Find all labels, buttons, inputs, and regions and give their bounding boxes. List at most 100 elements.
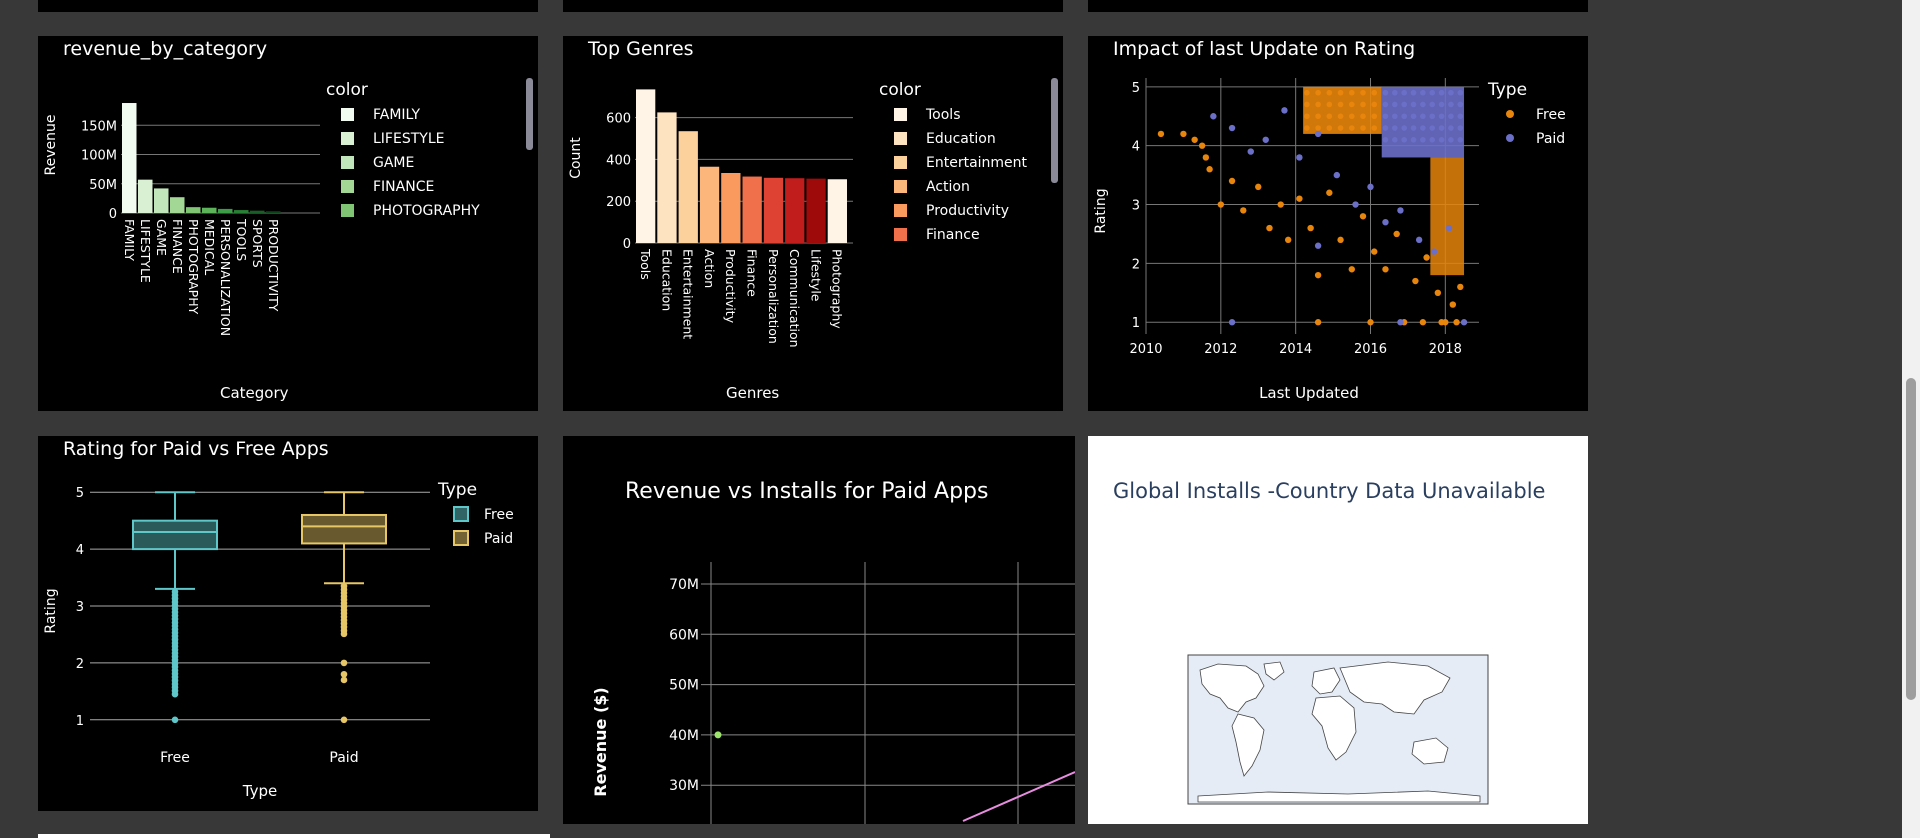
scatter-point[interactable]	[1228, 177, 1236, 185]
legend-item[interactable]: FINANCE	[373, 179, 434, 195]
legend-marker[interactable]	[1506, 134, 1514, 142]
scatter-point[interactable]	[1397, 207, 1404, 214]
scatter-point[interactable]	[1247, 148, 1254, 155]
scatter-point[interactable]	[1326, 189, 1333, 196]
scatter-point[interactable]	[1210, 113, 1217, 120]
scatter-point[interactable]	[1333, 171, 1341, 179]
scatter-point[interactable]	[1457, 283, 1464, 291]
scatter-point[interactable]	[1445, 224, 1453, 232]
scatter-point[interactable]	[1157, 130, 1165, 138]
scatter-point[interactable]	[1423, 254, 1430, 261]
scatter-point[interactable]	[1348, 266, 1355, 273]
scatter-point[interactable]	[1367, 183, 1374, 191]
scatter-point[interactable]	[1307, 224, 1314, 232]
scatter-point[interactable]	[1314, 271, 1322, 279]
bar[interactable]	[234, 210, 249, 213]
bar[interactable]	[154, 188, 169, 213]
scatter-point[interactable]	[1284, 236, 1292, 244]
scatter-point[interactable]	[714, 731, 722, 739]
legend-swatch[interactable]	[894, 156, 907, 169]
scatter-point[interactable]	[1382, 218, 1389, 226]
bar[interactable]	[250, 210, 265, 213]
bar[interactable]	[218, 208, 233, 213]
scatter-point[interactable]	[1255, 183, 1262, 191]
scatter-point[interactable]	[1281, 107, 1288, 114]
scatter-point[interactable]	[1419, 319, 1427, 326]
scatter-point[interactable]	[1453, 319, 1460, 326]
legend-swatch[interactable]	[453, 506, 469, 522]
page-scrollbar-thumb[interactable]	[1906, 378, 1916, 700]
legend-swatch[interactable]	[341, 180, 354, 193]
bar[interactable]	[636, 89, 656, 244]
scatter-point[interactable]	[1393, 230, 1400, 238]
scatter-point[interactable]	[1202, 154, 1210, 161]
scatter-point[interactable]	[1180, 130, 1187, 138]
legend-item[interactable]: Productivity	[926, 203, 1009, 219]
bar[interactable]	[678, 131, 698, 243]
legend-swatch[interactable]	[894, 132, 907, 145]
legend-item[interactable]: GAME	[373, 155, 414, 171]
scatter-point[interactable]	[1191, 136, 1198, 143]
scatter-point[interactable]	[1314, 130, 1322, 138]
bar[interactable]	[202, 207, 217, 213]
scatter-point[interactable]	[1296, 154, 1303, 161]
box[interactable]	[132, 519, 218, 551]
scatter-point[interactable]	[1382, 266, 1389, 273]
legend-item[interactable]: Education	[926, 131, 996, 147]
legend-item[interactable]: LIFESTYLE	[373, 131, 444, 147]
scatter-point[interactable]	[1337, 236, 1344, 244]
legend-swatch[interactable]	[894, 108, 907, 121]
scatter-point[interactable]	[1460, 319, 1468, 326]
scatter-point[interactable]	[1228, 124, 1236, 132]
scatter-point[interactable]	[1438, 319, 1445, 326]
bar[interactable]	[122, 103, 137, 213]
scatter-point[interactable]	[1367, 319, 1374, 326]
bar[interactable]	[785, 178, 805, 243]
legend-item[interactable]: Paid	[1536, 131, 1565, 147]
bar[interactable]	[721, 172, 741, 243]
scatter-point[interactable]	[1198, 142, 1206, 149]
legend-swatch[interactable]	[894, 180, 907, 193]
bar[interactable]	[763, 177, 784, 243]
legend-scrollbar[interactable]	[526, 78, 533, 150]
scatter-point[interactable]	[1430, 248, 1438, 255]
bar[interactable]	[657, 112, 677, 244]
scatter-point[interactable]	[1449, 301, 1457, 308]
bar[interactable]	[806, 178, 826, 243]
scatter-point[interactable]	[1228, 319, 1236, 326]
scatter-point[interactable]	[1371, 248, 1378, 255]
scatter-point[interactable]	[1266, 224, 1273, 232]
scatter-point[interactable]	[1217, 201, 1225, 208]
legend-item[interactable]: Entertainment	[926, 155, 1028, 171]
scatter-point[interactable]	[1359, 213, 1367, 220]
legend-item[interactable]: Paid	[484, 531, 513, 547]
bar[interactable]	[186, 207, 201, 213]
legend-swatch[interactable]	[453, 530, 469, 546]
bar[interactable]	[170, 197, 185, 213]
legend-item[interactable]: Free	[1536, 107, 1566, 123]
legend-marker[interactable]	[1506, 110, 1514, 118]
bar[interactable]	[138, 179, 153, 213]
scatter-point[interactable]	[1352, 201, 1359, 208]
legend-item[interactable]: Tools	[925, 107, 961, 123]
scatter-point[interactable]	[1314, 319, 1322, 326]
legend-swatch[interactable]	[341, 132, 354, 145]
box[interactable]	[301, 513, 387, 545]
legend-swatch[interactable]	[341, 204, 354, 217]
scatter-point[interactable]	[1262, 136, 1269, 143]
scatter-point[interactable]	[1277, 201, 1284, 208]
legend-swatch[interactable]	[894, 204, 907, 217]
legend-swatch[interactable]	[341, 156, 354, 169]
legend-item[interactable]: Finance	[926, 227, 980, 243]
bar[interactable]	[266, 211, 281, 213]
legend-item[interactable]: Action	[926, 179, 970, 195]
scatter-point[interactable]	[1397, 319, 1404, 326]
legend-item[interactable]: PHOTOGRAPHY	[373, 203, 480, 219]
legend-item[interactable]: Free	[484, 507, 514, 523]
legend-item[interactable]: FAMILY	[373, 107, 420, 123]
scatter-point[interactable]	[1206, 166, 1213, 173]
scatter-point[interactable]	[1415, 236, 1423, 244]
scatter-point[interactable]	[1412, 277, 1419, 285]
scatter-point[interactable]	[1296, 195, 1303, 202]
scatter-point[interactable]	[1434, 289, 1442, 297]
